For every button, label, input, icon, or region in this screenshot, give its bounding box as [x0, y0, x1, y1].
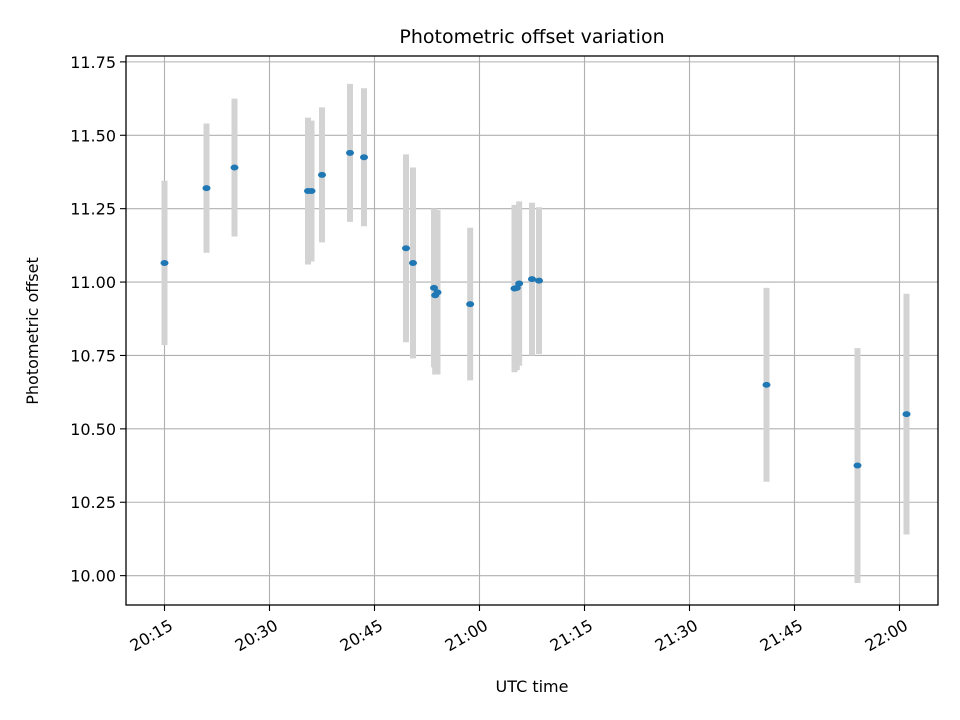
error-bars	[161, 83, 910, 583]
y-tick-label: 11.00	[70, 273, 116, 292]
data-point	[307, 188, 316, 195]
x-tick-label: 22:00	[862, 616, 911, 656]
data-point	[433, 289, 442, 296]
y-tick-label: 11.75	[70, 53, 116, 72]
data-point	[318, 171, 326, 178]
x-tick-label: 20:30	[232, 616, 281, 656]
data-point	[402, 245, 410, 252]
data-point	[430, 284, 438, 291]
data-point	[160, 259, 169, 266]
y-axis-ticks: 10.00 10.25 10.50 10.75 11.00 11.25 11.50 11.75	[70, 53, 126, 586]
x-axis-ticks: 20:15 20:30 20:45 21:00 21:15 21:30 21:45 22:00	[127, 605, 911, 655]
data-point	[346, 149, 354, 156]
chart-title: Photometric offset variation	[399, 26, 664, 48]
x-tick-label: 21:00	[442, 616, 491, 656]
data-points	[160, 149, 911, 469]
data-point	[360, 154, 368, 161]
y-tick-label: 11.50	[70, 126, 116, 145]
x-tick-label: 20:15	[127, 616, 176, 656]
data-point	[466, 301, 475, 308]
x-tick-label: 21:45	[757, 616, 806, 656]
data-point	[202, 185, 211, 192]
data-point	[230, 164, 239, 171]
y-tick-label: 11.25	[70, 200, 116, 219]
x-tick-label: 21:30	[652, 616, 701, 656]
y-tick-label: 10.25	[70, 493, 116, 512]
x-tick-label: 21:15	[547, 616, 596, 656]
data-point	[853, 462, 862, 469]
plot-frame	[125, 55, 939, 606]
data-point	[515, 280, 524, 287]
y-tick-label: 10.00	[70, 567, 116, 586]
data-point	[528, 276, 536, 283]
data-point	[535, 277, 543, 284]
y-tick-label: 10.75	[70, 346, 116, 365]
data-point	[762, 381, 771, 388]
x-tick-label: 20:45	[337, 616, 386, 656]
data-point	[902, 411, 911, 418]
y-tick-label: 10.50	[70, 420, 116, 439]
data-point	[409, 259, 417, 266]
x-axis-label: UTC time	[496, 677, 569, 696]
y-axis-label: Photometric offset	[23, 257, 42, 405]
